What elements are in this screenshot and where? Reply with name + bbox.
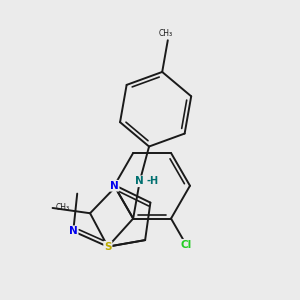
Text: N: N [69, 226, 78, 236]
Text: CH₃: CH₃ [159, 29, 173, 38]
Text: N: N [110, 181, 118, 191]
Text: Cl: Cl [181, 240, 192, 250]
Text: -H: -H [146, 176, 159, 186]
Text: N: N [135, 176, 144, 186]
Text: CH₃: CH₃ [56, 203, 70, 212]
Text: S: S [104, 242, 112, 252]
